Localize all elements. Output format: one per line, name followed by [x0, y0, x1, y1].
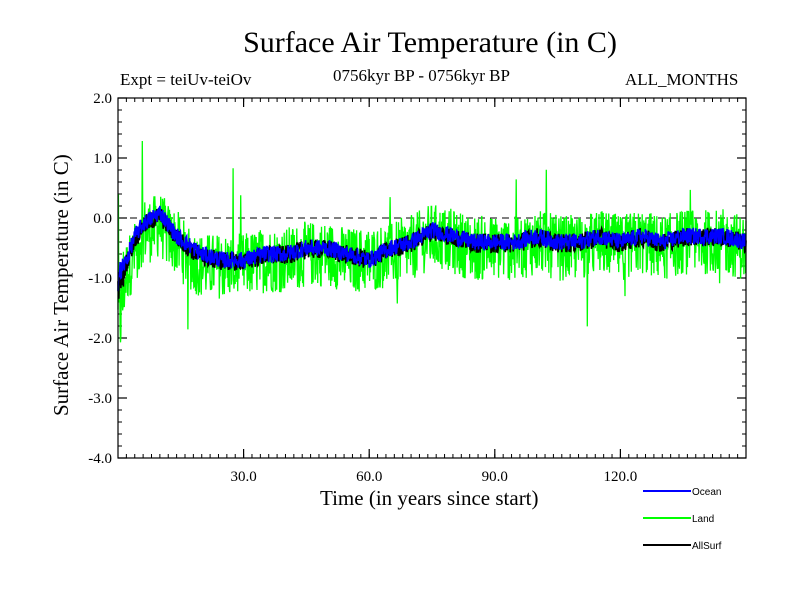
- y-tick-label: -1.0: [88, 271, 112, 287]
- series-group: [117, 140, 747, 343]
- y-tick-label: 0.0: [93, 211, 112, 227]
- legend: Ocean Land AllSurf: [643, 487, 722, 552]
- y-tick-label: 2.0: [93, 91, 112, 107]
- x-tick-label: 120.0: [604, 469, 638, 485]
- legend-label-ocean: Ocean: [692, 487, 721, 498]
- plot-frame: [117, 97, 747, 459]
- series-line-ocean: [117, 205, 747, 292]
- y-tick-label: -3.0: [88, 391, 112, 407]
- y-tick-label: -2.0: [88, 331, 112, 347]
- legend-label-allsurf: AllSurf: [692, 541, 722, 552]
- x-tick-label: 90.0: [482, 469, 508, 485]
- experiment-label: Expt = teiUv-teiOv: [120, 70, 252, 89]
- tick-labels: 30.0 60.0 90.0 120.0 -4.0 -3.0 -2.0 -1.0 0.0 1.0 2…: [88, 91, 637, 485]
- period-label: 0756kyr BP - 0756kyr BP: [333, 66, 510, 85]
- x-axis-label: Time (in years since start): [320, 486, 539, 510]
- x-tick-label: 60.0: [356, 469, 382, 485]
- y-tick-label: -4.0: [88, 451, 112, 467]
- chart-title: Surface Air Temperature (in C): [243, 26, 617, 59]
- legend-label-land: Land: [692, 514, 714, 525]
- months-label: ALL_MONTHS: [625, 70, 739, 89]
- x-tick-label: 30.0: [230, 469, 256, 485]
- y-tick-label: 1.0: [93, 151, 112, 167]
